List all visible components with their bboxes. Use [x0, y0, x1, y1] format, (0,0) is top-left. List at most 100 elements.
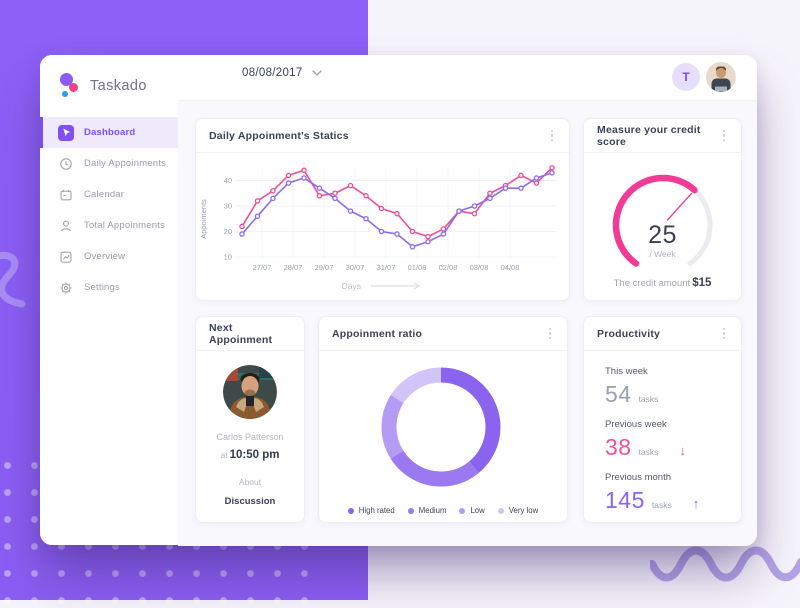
gear-icon [58, 280, 74, 296]
productivity-row-value: 54 [605, 381, 632, 407]
svg-text:10: 10 [224, 253, 232, 262]
sidebar-item-label: Daily Appoinments [84, 158, 167, 169]
svg-text:04/08: 04/08 [501, 263, 520, 272]
wave-line-decoration [650, 546, 800, 582]
appointment-time: at 10:50 pm [221, 449, 280, 461]
date-value: 08/08/2017 [242, 67, 303, 79]
dashboard-window: Taskado Dashboard Daily Appoinments Cale… [40, 55, 757, 546]
next-appoinment-card: Next Appoinment [195, 316, 305, 523]
trend-down-arrow-icon: ↓ [679, 443, 686, 458]
legend-label: Low [470, 506, 485, 515]
sidebar-item-total-appoinments[interactable]: Total Appoinments [40, 210, 178, 241]
svg-text:Days: Days [342, 281, 361, 291]
svg-text:31/07: 31/07 [377, 263, 396, 272]
productivity-row-previous-month: Previous month 145 tasks ↑ [605, 472, 741, 514]
svg-text:Appoiments: Appoiments [199, 199, 208, 239]
legend-item-medium: Medium [407, 506, 447, 515]
appointment-time-value: 10:50 pm [229, 449, 280, 461]
card-title: Measure your credit score [597, 123, 701, 148]
credit-amount-note: The credit amount $15 [584, 277, 741, 289]
clock-icon [58, 156, 74, 172]
sidebar-item-daily-appoinments[interactable]: Daily Appoinments [40, 148, 178, 179]
sidebar-item-dashboard[interactable]: Dashboard [40, 117, 178, 148]
legend-item-very-low: Very low [497, 506, 539, 515]
sidebar-nav: Dashboard Daily Appoinments Calendar Tot… [40, 117, 178, 303]
person-icon [58, 218, 74, 234]
kebab-menu-icon[interactable] [548, 127, 557, 145]
svg-text:20: 20 [224, 227, 232, 236]
user-initial-badge[interactable]: T [672, 63, 700, 91]
svg-text:02/08: 02/08 [439, 263, 458, 272]
sidebar-item-label: Dashboard [84, 127, 136, 138]
legend-dot-icon [459, 507, 466, 514]
legend-label: Medium [418, 506, 447, 515]
legend-dot-icon [497, 507, 504, 514]
ratio-legend: High rated Medium Low Very low [319, 506, 567, 515]
kebab-menu-icon[interactable] [720, 127, 729, 145]
svg-text:03/08: 03/08 [470, 263, 489, 272]
productivity-card: Productivity This week 54 tasks Previous… [583, 316, 742, 523]
productivity-row-unit: tasks [638, 394, 659, 404]
dashboard-content: Daily Appoinment's Statics 27/07 28/07 29/… [178, 100, 757, 546]
card-title: Daily Appoinment's Statics [209, 129, 349, 142]
credit-score-value: 25 [648, 221, 677, 249]
card-title: Next Appoinment [209, 321, 273, 346]
sidebar: Taskado Dashboard Daily Appoinments Cale… [40, 55, 179, 545]
productivity-row-previous-week: Previous week 38 tasks ↓ [605, 419, 741, 461]
overview-chart-icon [58, 249, 74, 265]
dashboard-cursor-icon [58, 124, 74, 141]
productivity-row-label: This week [605, 366, 648, 377]
sidebar-item-calendar[interactable]: Calendar [40, 179, 178, 210]
productivity-row-unit: tasks [651, 500, 672, 510]
productivity-row-label: Previous month [605, 472, 672, 483]
svg-text:40: 40 [224, 176, 232, 185]
productivity-row-value: 38 [605, 434, 632, 460]
appointments-statics-card: Daily Appoinment's Statics 27/07 28/07 29/… [195, 118, 570, 301]
ratio-donut-chart [381, 367, 501, 487]
trend-up-arrow-icon: ↑ [692, 496, 700, 511]
top-header: 08/08/2017 T [178, 55, 757, 100]
user-avatar[interactable] [706, 62, 736, 92]
sidebar-item-label: Total Appoinments [84, 220, 166, 231]
kebab-menu-icon[interactable] [720, 325, 729, 343]
svg-text:27/07: 27/07 [253, 263, 272, 272]
sidebar-item-settings[interactable]: Settings [40, 272, 178, 303]
svg-text:28/07: 28/07 [284, 263, 303, 272]
legend-item-low: Low [459, 506, 485, 515]
productivity-row-value: 145 [605, 487, 645, 513]
appointment-time-prefix: at [220, 450, 228, 460]
sidebar-item-label: Overview [84, 251, 126, 262]
appointments-line-chart: 27/07 28/07 29/07 30/07 31/07 01/08 02/08 03/08… [199, 164, 556, 291]
credit-score-card: Measure your credit score 25 / Week The … [583, 118, 742, 301]
sidebar-item-overview[interactable]: Overview [40, 241, 178, 272]
productivity-row-label: Previous week [605, 419, 667, 430]
app-logo: Taskado [58, 72, 147, 99]
svg-text:30: 30 [224, 202, 232, 211]
legend-dot-icon [347, 507, 354, 514]
card-title: Appoinment ratio [332, 327, 423, 340]
legend-item-high-rated: High rated [347, 506, 395, 515]
credit-amount-value: $15 [692, 277, 712, 289]
credit-note-text: The credit amount [613, 278, 691, 289]
appointment-person-name: Carlos Patterson [216, 432, 284, 442]
productivity-row-this-week: This week 54 tasks [605, 366, 741, 408]
appointment-about-value: Discussion [224, 496, 276, 507]
legend-label: High rated [358, 506, 395, 515]
logo-dots-icon [58, 72, 80, 99]
squiggle-line-decoration [0, 251, 26, 308]
credit-gauge [612, 174, 713, 267]
app-name: Taskado [90, 77, 147, 94]
credit-score-unit: / Week [649, 249, 676, 259]
chevron-down-icon [311, 70, 322, 76]
date-picker[interactable]: 08/08/2017 [242, 67, 322, 79]
kebab-menu-icon[interactable] [546, 325, 555, 343]
legend-label: Very low [508, 506, 539, 515]
svg-text:30/07: 30/07 [346, 263, 365, 272]
appoinment-ratio-card: Appoinment ratio High rated Medium Low V… [318, 316, 568, 523]
appointment-person-avatar [223, 365, 277, 419]
legend-dot-icon [407, 507, 414, 514]
svg-text:01/08: 01/08 [408, 263, 427, 272]
productivity-row-unit: tasks [638, 447, 659, 457]
sidebar-item-label: Settings [84, 282, 120, 293]
calendar-icon [58, 187, 74, 203]
